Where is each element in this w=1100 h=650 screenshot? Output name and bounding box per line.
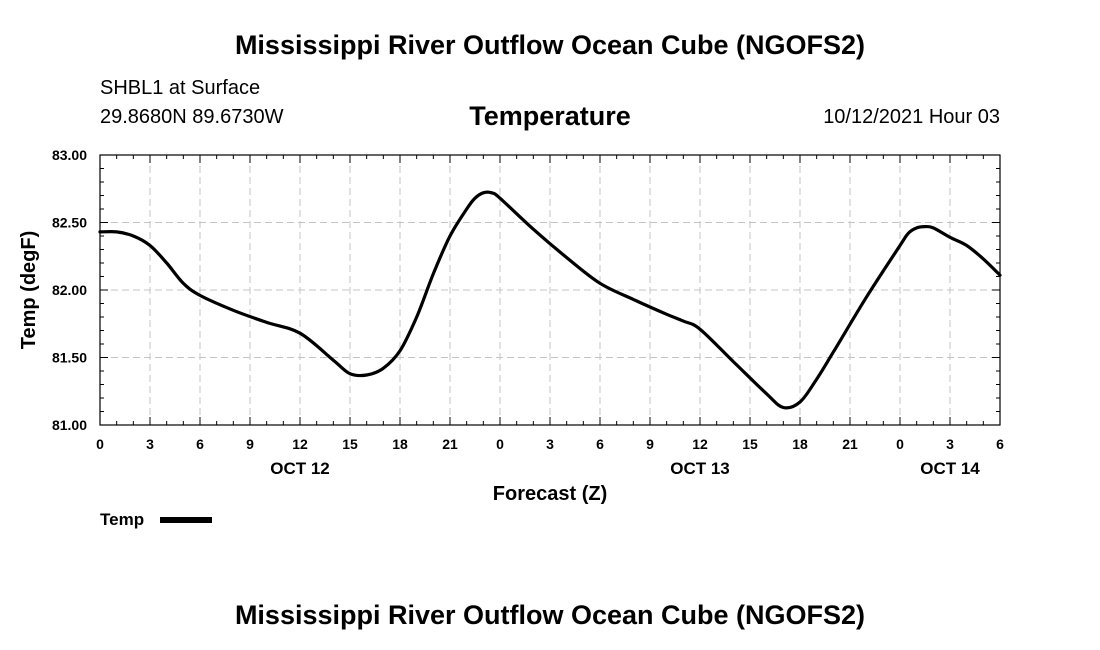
x-tick-label: 18 — [392, 436, 408, 452]
y-tick-label: 82.50 — [52, 215, 87, 231]
x-tick-label: 6 — [196, 436, 204, 452]
day-label: OCT 14 — [920, 459, 980, 478]
x-tick-label: 21 — [442, 436, 458, 452]
axis-labels: 0 3 6 9 12 15 18 21 0 3 6 9 12 15 18 21 0 3 6 81.00 81.50 82.… — [52, 147, 1004, 478]
y-axis-label: Temp (degF) — [18, 231, 40, 350]
x-tick-label: 0 — [96, 436, 104, 452]
x-tick-label: 3 — [946, 436, 954, 452]
station-coordinates: 29.8680N 89.6730W — [100, 106, 284, 128]
x-tick-label: 3 — [146, 436, 154, 452]
x-tick-label: 9 — [246, 436, 254, 452]
footer-title: Mississippi River Outflow Ocean Cube (NG… — [234, 600, 866, 630]
day-label: OCT 13 — [670, 459, 730, 478]
x-tick-label: 9 — [646, 436, 654, 452]
y-tick-label: 81.50 — [52, 350, 87, 366]
y-tick-label: 83.00 — [52, 147, 87, 163]
y-tick-label: 82.00 — [52, 282, 87, 298]
x-tick-label: 6 — [996, 436, 1004, 452]
x-axis-label: Forecast (Z) — [493, 483, 607, 505]
forecast-datetime: 10/12/2021 Hour 03 — [823, 106, 1000, 128]
x-tick-label: 0 — [896, 436, 904, 452]
page-title: Mississippi River Outflow Ocean Cube (NG… — [234, 30, 866, 60]
x-tick-label: 6 — [596, 436, 604, 452]
axis-ticks — [99, 154, 1001, 426]
x-tick-label: 12 — [692, 436, 708, 452]
legend-label: Temp — [100, 510, 144, 529]
day-label: OCT 12 — [270, 459, 330, 478]
x-tick-label: 15 — [342, 436, 358, 452]
x-tick-label: 0 — [496, 436, 504, 452]
x-tick-label: 21 — [842, 436, 858, 452]
chart-title: Temperature — [469, 101, 631, 131]
x-tick-label: 18 — [792, 436, 808, 452]
y-tick-label: 81.00 — [52, 417, 87, 433]
temp-series-line — [98, 190, 1002, 410]
x-tick-label: 3 — [546, 436, 554, 452]
station-label: SHBL1 at Surface — [100, 77, 261, 99]
grid — [100, 155, 1000, 425]
x-tick-label: 12 — [292, 436, 308, 452]
x-tick-label: 15 — [742, 436, 758, 452]
